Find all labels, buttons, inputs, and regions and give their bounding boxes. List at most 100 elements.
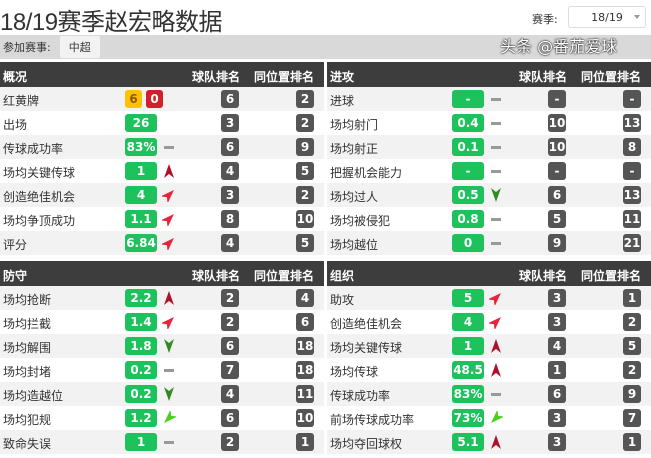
dash-icon bbox=[162, 363, 176, 377]
stat-row: 场均关键传球 1 4 5 bbox=[0, 159, 324, 183]
stat-row: 场均封堵 0.2 7 18 bbox=[0, 358, 324, 382]
stat-value: 1 bbox=[452, 337, 484, 355]
stat-row: 前场传球成功率 73% 3 7 bbox=[327, 406, 651, 430]
competition-bar: 参加赛事: 中超 bbox=[0, 35, 651, 59]
stat-label: 红黄牌 bbox=[3, 94, 40, 108]
stat-label: 场均抢断 bbox=[3, 293, 52, 307]
panel-title: 组织 bbox=[330, 269, 355, 283]
stat-label: 场均封堵 bbox=[3, 365, 52, 379]
dash-icon bbox=[489, 387, 503, 401]
stat-value: 1.8 bbox=[125, 337, 157, 355]
col-team-rank: 球队排名 bbox=[519, 269, 568, 283]
team-rank: 8 bbox=[221, 210, 239, 228]
col-position-rank: 同位置排名 bbox=[581, 70, 642, 84]
panel-title: 防守 bbox=[3, 269, 28, 283]
page-title: 18/19赛季赵宏略数据 bbox=[0, 9, 223, 36]
stat-row: 创造绝佳机会 4 3 2 bbox=[0, 183, 324, 207]
panel-3: 组织 球队排名 同位置排名 助攻 5 3 1 创造绝佳机会 4 3 2 场均关键传球 1 4 5 场均传球 48… bbox=[327, 261, 651, 454]
col-team-rank: 球队排名 bbox=[192, 269, 241, 283]
stat-label: 创造绝佳机会 bbox=[3, 190, 76, 204]
stat-row: 场均被侵犯 0.8 5 11 bbox=[327, 207, 651, 231]
position-rank: 11 bbox=[296, 385, 314, 403]
position-rank: 18 bbox=[296, 361, 314, 379]
stat-row: 场均越位 0 9 21 bbox=[327, 231, 651, 255]
team-rank: 6 bbox=[548, 186, 566, 204]
stat-row: 进球 - - - bbox=[327, 87, 651, 111]
team-rank: 2 bbox=[221, 433, 239, 451]
arrow-up-right-icon bbox=[160, 212, 176, 228]
dash-icon bbox=[489, 140, 503, 154]
panel-rows: 场均抢断 2.2 2 4 场均拦截 1.4 2 6 场均解围 1.8 6 18 场均封堵 0.2 7 18 场均… bbox=[0, 286, 324, 454]
dash-icon bbox=[489, 212, 503, 226]
position-rank: - bbox=[623, 162, 641, 180]
position-rank: 9 bbox=[296, 138, 314, 156]
position-rank: 10 bbox=[296, 409, 314, 427]
position-rank: 5 bbox=[296, 162, 314, 180]
stat-label: 场均传球 bbox=[330, 365, 379, 379]
stat-value: 1.4 bbox=[125, 313, 157, 331]
season-select[interactable]: 18/19 bbox=[568, 6, 646, 28]
panel-header: 概况 球队排名 同位置排名 bbox=[0, 62, 324, 87]
team-rank: 7 bbox=[221, 361, 239, 379]
position-rank: 6 bbox=[296, 313, 314, 331]
stat-value: 5 bbox=[452, 289, 484, 307]
stat-value: 83% bbox=[452, 385, 484, 403]
arrow-down-icon bbox=[162, 339, 176, 353]
stat-label: 场均犯规 bbox=[3, 413, 52, 427]
panel-rows: 助攻 5 3 1 创造绝佳机会 4 3 2 场均关键传球 1 4 5 场均传球 48.5 1 2 传球成功率 83… bbox=[327, 286, 651, 454]
competition-chip[interactable]: 中超 bbox=[59, 36, 100, 58]
col-team-rank: 球队排名 bbox=[519, 70, 568, 84]
stat-value: 0.8 bbox=[452, 210, 484, 228]
stat-row: 场均争顶成功 1.1 8 10 bbox=[0, 207, 324, 231]
stat-label: 场均关键传球 bbox=[330, 341, 403, 355]
arrow-up-right-icon bbox=[487, 315, 503, 331]
stat-label: 场均越位 bbox=[330, 238, 379, 252]
stat-label: 场均射门 bbox=[330, 118, 379, 132]
position-rank: 11 bbox=[623, 210, 641, 228]
dash-icon bbox=[162, 435, 176, 449]
col-position-rank: 同位置排名 bbox=[254, 70, 315, 84]
stat-row: 场均关键传球 1 4 5 bbox=[327, 334, 651, 358]
stat-row: 场均抢断 2.2 2 4 bbox=[0, 286, 324, 310]
panel-header: 进攻 球队排名 同位置排名 bbox=[327, 62, 651, 87]
stat-label: 传球成功率 bbox=[3, 142, 64, 156]
position-rank: 1 bbox=[623, 433, 641, 451]
panel-2: 防守 球队排名 同位置排名 场均抢断 2.2 2 4 场均拦截 1.4 2 6 场均解围 1.8 6 18 场… bbox=[0, 261, 324, 454]
position-rank: 2 bbox=[623, 361, 641, 379]
team-rank: 4 bbox=[548, 337, 566, 355]
stat-value: 1 bbox=[125, 433, 157, 451]
stat-value: 2.2 bbox=[125, 289, 157, 307]
arrow-up-right-icon bbox=[160, 315, 176, 331]
team-rank: 6 bbox=[221, 337, 239, 355]
stat-row: 场均过人 0.5 6 13 bbox=[327, 183, 651, 207]
panel-rows: 红黄牌 6 0 6 2 出场 26 3 2 传球成功率 83% 6 9 场均关键传球 1 4 5 创造绝佳机会 4 3… bbox=[0, 87, 324, 255]
arrow-down-left-icon bbox=[162, 409, 178, 425]
stat-value: 4 bbox=[125, 186, 157, 204]
position-rank: 1 bbox=[623, 289, 641, 307]
stat-label: 创造绝佳机会 bbox=[330, 317, 403, 331]
stat-label: 进球 bbox=[330, 94, 355, 108]
panel-header: 防守 球队排名 同位置排名 bbox=[0, 261, 324, 286]
season-label: 赛季: bbox=[532, 13, 558, 26]
team-rank: 10 bbox=[548, 114, 566, 132]
col-team-rank: 球队排名 bbox=[192, 70, 241, 84]
stat-row: 创造绝佳机会 4 3 2 bbox=[327, 310, 651, 334]
panel-rows: 进球 - - - 场均射门 0.4 10 13 场均射正 0.1 10 8 把握机会能力 - - - 场均过人 0… bbox=[327, 87, 651, 255]
stat-row: 场均拦截 1.4 2 6 bbox=[0, 310, 324, 334]
team-rank: 10 bbox=[548, 138, 566, 156]
stat-value: 83% bbox=[125, 138, 157, 156]
team-rank: 3 bbox=[548, 433, 566, 451]
team-rank: 6 bbox=[548, 385, 566, 403]
stat-value: - bbox=[452, 90, 484, 108]
stat-row: 传球成功率 83% 6 9 bbox=[327, 382, 651, 406]
stat-label: 前场传球成功率 bbox=[330, 413, 415, 427]
position-rank: 21 bbox=[623, 234, 641, 252]
stat-row: 场均犯规 1.2 6 10 bbox=[0, 406, 324, 430]
position-rank: 13 bbox=[623, 114, 641, 132]
team-rank: 6 bbox=[221, 409, 239, 427]
stat-label: 场均拦截 bbox=[3, 317, 52, 331]
stat-row: 传球成功率 83% 6 9 bbox=[0, 135, 324, 159]
panel-title: 概况 bbox=[3, 70, 28, 84]
team-rank: 6 bbox=[221, 138, 239, 156]
position-rank: 5 bbox=[296, 234, 314, 252]
